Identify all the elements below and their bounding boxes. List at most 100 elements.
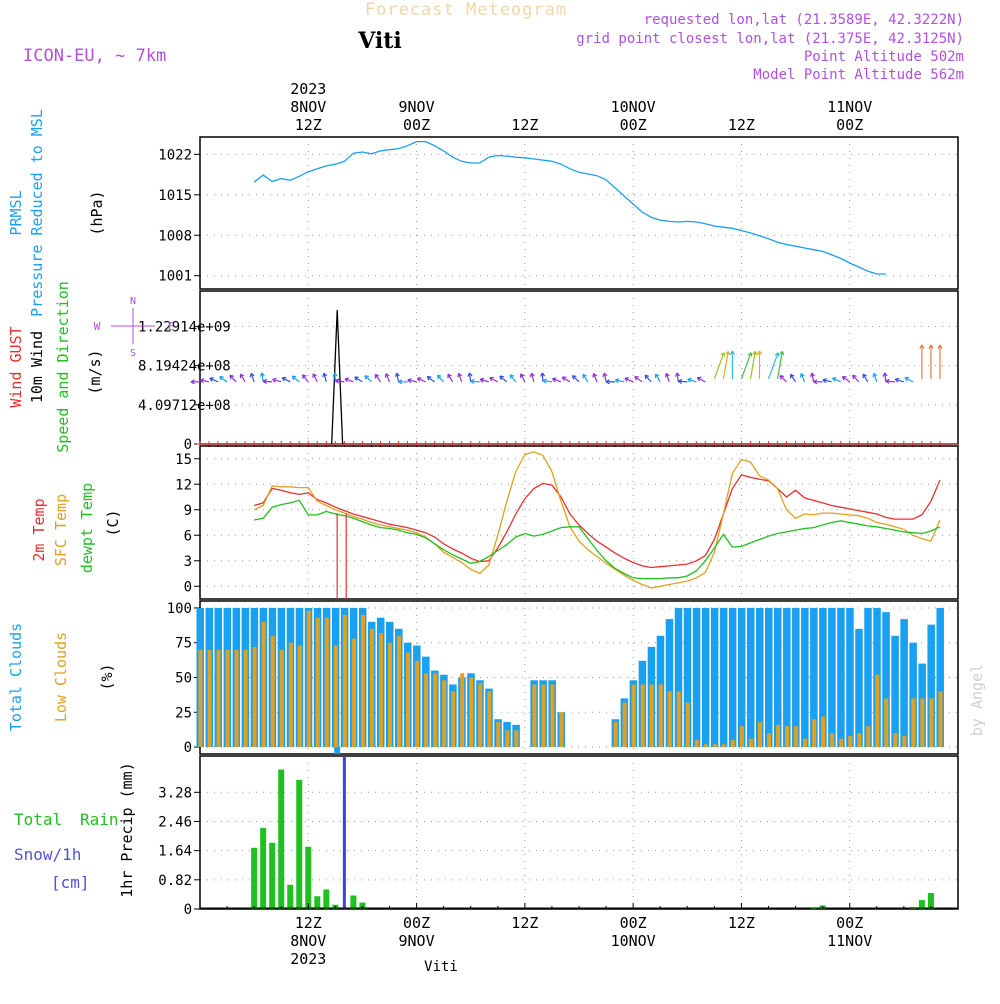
cloud-low-bar — [298, 646, 302, 748]
compass-s: S — [130, 348, 136, 359]
clouds-ytick-label: 0 — [184, 740, 192, 756]
cloud-low-bar — [920, 698, 924, 747]
cloud-low-bar — [659, 684, 663, 747]
top-time-label: 12Z — [728, 116, 755, 134]
cloud-total-bar — [801, 608, 809, 747]
rain-bar — [350, 895, 356, 909]
cloud-low-bar — [406, 652, 410, 747]
cloud-low-bar — [325, 618, 329, 747]
compass-w: W — [94, 320, 101, 333]
wind-label-speed: Speed and Direction — [54, 281, 72, 453]
wind-unit: (m/s) — [86, 349, 104, 394]
compass-rose-icon — [111, 308, 155, 344]
cloud-low-bar — [550, 684, 554, 747]
temp-label-2m: 2m Temp — [30, 498, 48, 561]
pressure-ytick-label: 1008 — [158, 228, 192, 244]
cloud-low-bar — [632, 684, 636, 747]
rain-bar — [251, 848, 257, 909]
bottom-time-label: 00Z — [836, 914, 863, 932]
pressure-line — [254, 142, 886, 274]
cloud-low-bar — [289, 643, 293, 747]
cloud-total-bar — [765, 608, 773, 747]
temperature-frame — [200, 446, 958, 599]
cloud-total-bar — [711, 608, 719, 747]
precip-label-snow: Snow/1h — [14, 845, 81, 864]
temperature-ytick-label: 9 — [184, 503, 192, 519]
compass-n: N — [130, 296, 136, 307]
precip-ytick-label: 0.82 — [158, 873, 192, 889]
bottom-time-label: 12Z — [728, 914, 755, 932]
cloud-low-bar — [749, 739, 753, 747]
cloud-low-bar — [893, 733, 897, 747]
cloud-low-bar — [776, 725, 780, 747]
cloud-low-bar — [938, 691, 942, 747]
precip-frame — [200, 756, 958, 909]
cloud-low-bar — [217, 650, 221, 747]
cloud-low-bar — [650, 684, 654, 747]
model-label: ICON-EU, ~ 7km — [23, 46, 166, 66]
cloud-low-bar — [424, 673, 428, 747]
cloud-low-bar — [262, 622, 266, 747]
cloud-low-bar — [370, 629, 374, 747]
precip-ytick-label: 0 — [184, 902, 192, 918]
wind-label-10m: 10m Wind — [28, 331, 46, 403]
precip-label-cm: [cm] — [51, 873, 90, 892]
cloud-low-bar — [794, 726, 798, 747]
rain-bar — [323, 889, 329, 909]
temp-label-dewpt: dewpt Temp — [78, 483, 96, 573]
precip-ytick-label: 1.64 — [158, 844, 192, 860]
wind-label-gust: Wind GUST — [7, 326, 25, 407]
wind-ytick-label: 1.22914e+09 — [138, 319, 231, 335]
temperature-ytick-label: 15 — [175, 452, 192, 468]
cloud-total-bar — [828, 608, 836, 747]
cloud-low-bar — [677, 691, 681, 747]
top-time-label: 9NOV — [399, 98, 435, 116]
cloud-low-bar — [740, 726, 744, 747]
cloud-label-low: Low Clouds — [52, 632, 70, 722]
cloud-total-bar — [747, 608, 755, 747]
precip-label-total: Total — [14, 810, 62, 829]
cloud-total-bar — [900, 619, 908, 747]
top-time-label: 11NOV — [827, 98, 872, 116]
pressure-ytick-label: 1022 — [158, 147, 192, 163]
top-time-label: 00Z — [403, 116, 430, 134]
cloud-low-bar — [397, 636, 401, 747]
cloud-low-bar — [505, 730, 509, 747]
wind-frame — [200, 291, 958, 444]
rain-bar — [305, 847, 311, 909]
cloud-low-bar — [244, 650, 248, 747]
precip-unit: 1hr Precip (mm) — [118, 762, 136, 897]
station-title: Viti — [357, 28, 402, 54]
cloud-low-bar — [442, 680, 446, 747]
faded-title: Forecast Meteogram — [365, 0, 567, 20]
cloud-low-bar — [704, 744, 708, 747]
bottom-time-label: 10NOV — [611, 932, 656, 950]
top-time-label: 8NOV — [290, 98, 326, 116]
clouds-ytick-label: 75 — [175, 636, 192, 652]
bottom-time-label: 8NOV — [290, 932, 326, 950]
precip-ytick-label: 2.46 — [158, 814, 192, 830]
wind-ytick-label: 0 — [184, 437, 192, 453]
cloud-low-bar — [208, 650, 212, 747]
cloud-low-bar — [641, 684, 645, 747]
cloud-total-bar — [837, 608, 845, 747]
precip-label-rain: Rain — [80, 810, 119, 829]
pressure-unit: (hPa) — [88, 190, 106, 235]
grid-point-coords: grid point closest lon,lat (21.375E, 42.… — [576, 31, 964, 47]
cloud-low-bar — [623, 703, 627, 748]
cloud-low-bar — [487, 691, 491, 747]
cloud-low-bar — [785, 726, 789, 747]
wind-arrow — [714, 353, 724, 379]
bottom-time-label: 00Z — [403, 914, 430, 932]
cloud-low-bar — [857, 733, 861, 747]
cloud-low-bar — [713, 744, 717, 747]
cloud-low-bar — [478, 683, 482, 747]
requested-coords: requested lon,lat (21.3589E, 42.3222N) — [644, 12, 964, 28]
top-time-label: 2023 — [290, 80, 326, 98]
